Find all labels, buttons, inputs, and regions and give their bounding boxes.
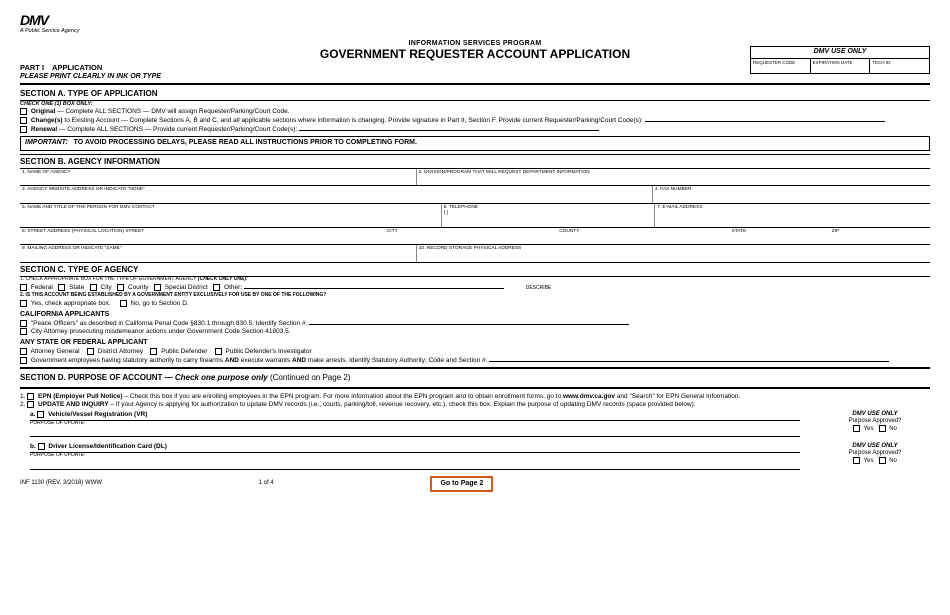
describe-label: DESCRIBE xyxy=(526,285,552,291)
cb-epn[interactable] xyxy=(27,393,34,400)
cb-cityattorney[interactable] xyxy=(20,328,27,335)
f8-city: CITY xyxy=(387,229,398,234)
sub-a-block: a. Vehicle/Vessel Registration (VR) PURP… xyxy=(30,411,930,437)
cb-other[interactable] xyxy=(213,284,220,291)
cb-da[interactable] xyxy=(87,348,94,355)
section-d-header: SECTION D. PURPOSE OF ACCOUNT — Check on… xyxy=(20,371,930,384)
opt-renewal-row: Renewal — Complete ALL SECTIONS — Provid… xyxy=(20,126,930,134)
changes-code-line[interactable] xyxy=(645,121,885,122)
dmv-cell-requester: REQUESTER CODE xyxy=(751,59,811,73)
row-b3: 5. NAME AND TITLE OF THE PERSON FOR DMV … xyxy=(20,204,930,228)
cb-county[interactable] xyxy=(117,284,124,291)
form-id: INF 1130 (REV. 3/2018) WWW xyxy=(20,480,102,487)
opt-renewal-label: Renewal xyxy=(31,126,57,133)
cb-b-yes[interactable] xyxy=(853,457,860,464)
f4-label: 4. FAX NUMBER xyxy=(655,187,692,192)
c-q1: 1. CHECK APPROPRIATE BOX FOR THE TYPE OF… xyxy=(20,277,930,283)
logo-subtitle: A Public Service Agency xyxy=(20,28,930,34)
f8-county: COUNTY xyxy=(559,229,579,234)
print-instruction: PLEASE PRINT CLEARLY IN INK OR TYPE xyxy=(20,73,930,81)
opt-changes-label: Change(s) xyxy=(31,117,63,124)
cb-ag[interactable] xyxy=(20,348,27,355)
f8-state: STATE xyxy=(732,229,747,234)
footer: INF 1130 (REV. 3/2018) WWW 1 of 4 Go to … xyxy=(20,476,930,492)
f6-value[interactable]: ( ) xyxy=(444,210,449,216)
f2-label: 2. DIVISION/PROGRAM THAT WILL REQUEST DE… xyxy=(419,170,590,175)
f8-label: 8. STREET ADDRESS (PHYSICAL LOCATION) ST… xyxy=(22,229,144,234)
cb-a-no[interactable] xyxy=(879,425,886,432)
part-name: APPLICATION xyxy=(52,64,102,73)
cb-gov[interactable] xyxy=(20,357,27,364)
f8-zip: ZIP xyxy=(832,229,839,234)
dmv-use-box: DMV USE ONLY REQUESTER CODE EXPIRATION D… xyxy=(750,46,930,73)
cb-peace[interactable] xyxy=(20,320,27,327)
cb-special[interactable] xyxy=(154,284,161,291)
row-b4: 8. STREET ADDRESS (PHYSICAL LOCATION) ST… xyxy=(20,228,930,246)
d-p2: 2. UPDATE AND INQUIRY – If your Agency i… xyxy=(20,401,930,409)
f9-label: 9. MAILING ADDRESS OR INDICATE "SAME" xyxy=(22,246,122,251)
opt-original-label: Original xyxy=(31,109,56,116)
part-label: PART I xyxy=(20,64,44,73)
cb-update[interactable] xyxy=(27,401,34,408)
title-row: GOVERNMENT REQUESTER ACCOUNT APPLICATION… xyxy=(20,48,930,62)
c-yesno: Yes, check appropriate box. No, go to Se… xyxy=(20,300,930,308)
dmv-logo: DMV xyxy=(20,12,930,28)
f7-label: 7. E-MAIL ADDRESS xyxy=(657,205,702,210)
page-number: 1 of 4 xyxy=(259,480,274,487)
peace-line[interactable] xyxy=(309,324,629,325)
cb-vr[interactable] xyxy=(37,411,44,418)
important-box: IMPORTANT: TO AVOID PROCESSING DELAYS, P… xyxy=(20,136,930,150)
renewal-code-line[interactable] xyxy=(299,130,599,131)
logo-block: DMV A Public Service Agency xyxy=(20,12,930,34)
check-one-label: CHECK ONE (1) BOX ONLY: xyxy=(20,101,930,107)
row-b2: 3. AGENCY WEBSITE ADDRESS OR INDICATE "N… xyxy=(20,186,930,204)
important-label: IMPORTANT: xyxy=(25,139,68,146)
cb-a-yes[interactable] xyxy=(853,425,860,432)
ca-applicants-hdr: CALIFORNIA APPLICANTS xyxy=(20,311,930,319)
checkbox-renewal[interactable] xyxy=(20,126,27,133)
opt-changes-row: Change(s) to Existing Account — Complete… xyxy=(20,117,930,125)
cb-state[interactable] xyxy=(58,284,65,291)
checkbox-changes[interactable] xyxy=(20,117,27,124)
f10-label: 10. RECORD STORAGE PHYSICAL ADDRESS xyxy=(419,246,522,251)
opt-original-row: Original — Complete ALL SECTIONS — DMV w… xyxy=(20,108,930,116)
dmv-use-a: DMV USE ONLY Purpose Approved? Yes No xyxy=(820,411,930,433)
any-opts-row: Attorney General District Attorney Publi… xyxy=(20,348,930,356)
c-q2: 2. IS THIS ACCOUNT BEING ESTABLISHED BY … xyxy=(20,293,930,299)
c-opts-row: Federal State City County Special Distri… xyxy=(20,284,930,292)
cb-city[interactable] xyxy=(90,284,97,291)
section-a-header: SECTION A. TYPE OF APPLICATION xyxy=(20,87,930,100)
section-b-header: SECTION B. AGENCY INFORMATION xyxy=(20,155,930,168)
row-b5: 9. MAILING ADDRESS OR INDICATE "SAME" 10… xyxy=(20,245,930,263)
dmv-use-header: DMV USE ONLY xyxy=(751,47,929,58)
goto-page-2-button[interactable]: Go to Page 2 xyxy=(430,476,493,492)
other-line[interactable] xyxy=(244,288,504,289)
cb-federal[interactable] xyxy=(20,284,27,291)
cb-no[interactable] xyxy=(120,300,127,307)
checkbox-original[interactable] xyxy=(20,108,27,115)
f3-label: 3. AGENCY WEBSITE ADDRESS OR INDICATE "N… xyxy=(22,187,145,192)
important-text: TO AVOID PROCESSING DELAYS, PLEASE READ … xyxy=(74,139,417,146)
dmv-cell-techid: TECH ID xyxy=(870,59,929,73)
dmv-cell-expiration: EXPIRATION DATE xyxy=(811,59,871,73)
cb-yes[interactable] xyxy=(20,300,27,307)
dmv-use-b: DMV USE ONLY Purpose Approved? Yes No xyxy=(820,443,930,465)
sub-b-block: b. Driver License/Identification Card (D… xyxy=(30,443,930,469)
d-p1: 1. EPN (Employer Pull Notice) – Check th… xyxy=(20,393,930,401)
gov-line[interactable] xyxy=(489,361,889,362)
cb-b-no[interactable] xyxy=(879,457,886,464)
f6-label: 6. TELEPHONE xyxy=(444,205,478,210)
f1-label: 1. NAME OF AGENCY xyxy=(22,170,71,175)
cb-pd[interactable] xyxy=(150,348,157,355)
f5-label: 5. NAME AND TITLE OF THE PERSON FOR DMV … xyxy=(22,205,155,210)
section-c-header: SECTION C. TYPE OF AGENCY xyxy=(20,263,930,276)
row-b1: 1. NAME OF AGENCY 2. DIVISION/PROGRAM TH… xyxy=(20,169,930,187)
cb-pdi[interactable] xyxy=(215,348,222,355)
any-applicant-hdr: ANY STATE OR FEDERAL APPLICANT xyxy=(20,339,930,347)
cb-dl[interactable] xyxy=(38,443,45,450)
